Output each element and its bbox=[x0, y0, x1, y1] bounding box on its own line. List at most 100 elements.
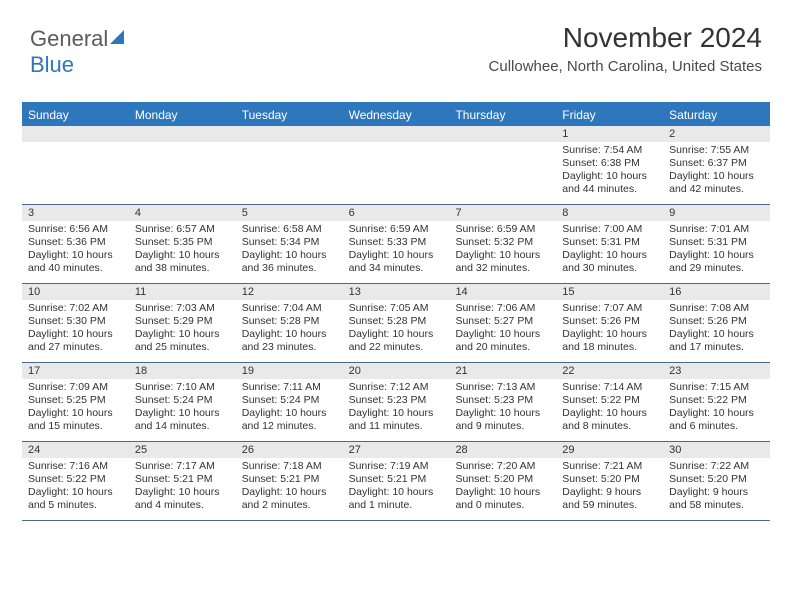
sunrise-text: Sunrise: 6:59 AM bbox=[455, 223, 550, 236]
day-number bbox=[129, 126, 236, 142]
day-number: 28 bbox=[449, 442, 556, 458]
daylight-text: Daylight: 10 hours and 42 minutes. bbox=[669, 170, 764, 196]
sunrise-text: Sunrise: 7:13 AM bbox=[455, 381, 550, 394]
sunset-text: Sunset: 5:27 PM bbox=[455, 315, 550, 328]
daylight-text: Daylight: 10 hours and 44 minutes. bbox=[562, 170, 657, 196]
day-cell: Sunrise: 7:03 AMSunset: 5:29 PMDaylight:… bbox=[129, 300, 236, 362]
day-number: 27 bbox=[343, 442, 450, 458]
month-title: November 2024 bbox=[489, 22, 762, 54]
sunrise-text: Sunrise: 7:54 AM bbox=[562, 144, 657, 157]
day-cell: Sunrise: 7:20 AMSunset: 5:20 PMDaylight:… bbox=[449, 458, 556, 520]
sunrise-text: Sunrise: 7:55 AM bbox=[669, 144, 764, 157]
day-number: 25 bbox=[129, 442, 236, 458]
sunset-text: Sunset: 5:21 PM bbox=[349, 473, 444, 486]
sunrise-text: Sunrise: 6:56 AM bbox=[28, 223, 123, 236]
page-title-block: November 2024 Cullowhee, North Carolina,… bbox=[489, 22, 762, 75]
day-number: 18 bbox=[129, 363, 236, 379]
sunset-text: Sunset: 5:20 PM bbox=[455, 473, 550, 486]
daylight-text: Daylight: 10 hours and 18 minutes. bbox=[562, 328, 657, 354]
sunset-text: Sunset: 5:24 PM bbox=[242, 394, 337, 407]
sunset-text: Sunset: 5:26 PM bbox=[562, 315, 657, 328]
day-cell: Sunrise: 7:55 AMSunset: 6:37 PMDaylight:… bbox=[663, 142, 770, 204]
daylight-text: Daylight: 10 hours and 22 minutes. bbox=[349, 328, 444, 354]
day-cell: Sunrise: 7:13 AMSunset: 5:23 PMDaylight:… bbox=[449, 379, 556, 441]
day-number: 9 bbox=[663, 205, 770, 221]
day-cell: Sunrise: 7:05 AMSunset: 5:28 PMDaylight:… bbox=[343, 300, 450, 362]
day-number: 23 bbox=[663, 363, 770, 379]
day-number-row: 12 bbox=[22, 126, 770, 142]
weekday-header: Monday bbox=[129, 104, 236, 126]
sunrise-text: Sunrise: 7:06 AM bbox=[455, 302, 550, 315]
day-number: 19 bbox=[236, 363, 343, 379]
daylight-text: Daylight: 10 hours and 23 minutes. bbox=[242, 328, 337, 354]
daylight-text: Daylight: 10 hours and 12 minutes. bbox=[242, 407, 337, 433]
daylight-text: Daylight: 10 hours and 14 minutes. bbox=[135, 407, 230, 433]
logo-text-2: Blue bbox=[30, 52, 74, 77]
sunrise-text: Sunrise: 7:10 AM bbox=[135, 381, 230, 394]
weekday-header: Friday bbox=[556, 104, 663, 126]
day-number: 20 bbox=[343, 363, 450, 379]
daylight-text: Daylight: 10 hours and 9 minutes. bbox=[455, 407, 550, 433]
day-number: 17 bbox=[22, 363, 129, 379]
daylight-text: Daylight: 10 hours and 17 minutes. bbox=[669, 328, 764, 354]
sunrise-text: Sunrise: 6:57 AM bbox=[135, 223, 230, 236]
day-number: 1 bbox=[556, 126, 663, 142]
day-cell: Sunrise: 7:04 AMSunset: 5:28 PMDaylight:… bbox=[236, 300, 343, 362]
sunrise-text: Sunrise: 7:12 AM bbox=[349, 381, 444, 394]
sunset-text: Sunset: 5:32 PM bbox=[455, 236, 550, 249]
day-cell: Sunrise: 7:00 AMSunset: 5:31 PMDaylight:… bbox=[556, 221, 663, 283]
daylight-text: Daylight: 10 hours and 4 minutes. bbox=[135, 486, 230, 512]
sunset-text: Sunset: 5:22 PM bbox=[28, 473, 123, 486]
day-cell: Sunrise: 7:15 AMSunset: 5:22 PMDaylight:… bbox=[663, 379, 770, 441]
sunset-text: Sunset: 5:24 PM bbox=[135, 394, 230, 407]
day-number-row: 17181920212223 bbox=[22, 363, 770, 379]
day-number-row: 24252627282930 bbox=[22, 442, 770, 458]
sunrise-text: Sunrise: 7:08 AM bbox=[669, 302, 764, 315]
day-cell bbox=[449, 142, 556, 204]
day-number: 10 bbox=[22, 284, 129, 300]
day-cell: Sunrise: 7:21 AMSunset: 5:20 PMDaylight:… bbox=[556, 458, 663, 520]
sunrise-text: Sunrise: 6:59 AM bbox=[349, 223, 444, 236]
day-number: 22 bbox=[556, 363, 663, 379]
day-cell: Sunrise: 7:16 AMSunset: 5:22 PMDaylight:… bbox=[22, 458, 129, 520]
day-number: 26 bbox=[236, 442, 343, 458]
day-number bbox=[22, 126, 129, 142]
daylight-text: Daylight: 10 hours and 5 minutes. bbox=[28, 486, 123, 512]
weekday-header: Thursday bbox=[449, 104, 556, 126]
sunrise-text: Sunrise: 7:20 AM bbox=[455, 460, 550, 473]
day-cell: Sunrise: 7:02 AMSunset: 5:30 PMDaylight:… bbox=[22, 300, 129, 362]
sunrise-text: Sunrise: 7:01 AM bbox=[669, 223, 764, 236]
weekday-header: Saturday bbox=[663, 104, 770, 126]
day-number-row: 3456789 bbox=[22, 205, 770, 221]
daylight-text: Daylight: 10 hours and 32 minutes. bbox=[455, 249, 550, 275]
daylight-text: Daylight: 10 hours and 6 minutes. bbox=[669, 407, 764, 433]
daylight-text: Daylight: 10 hours and 15 minutes. bbox=[28, 407, 123, 433]
logo-triangle-icon bbox=[110, 30, 124, 44]
sunrise-text: Sunrise: 7:18 AM bbox=[242, 460, 337, 473]
sunset-text: Sunset: 5:33 PM bbox=[349, 236, 444, 249]
location-subtitle: Cullowhee, North Carolina, United States bbox=[489, 58, 762, 75]
day-number: 12 bbox=[236, 284, 343, 300]
daylight-text: Daylight: 10 hours and 27 minutes. bbox=[28, 328, 123, 354]
sunset-text: Sunset: 5:28 PM bbox=[349, 315, 444, 328]
day-cell: Sunrise: 7:22 AMSunset: 5:20 PMDaylight:… bbox=[663, 458, 770, 520]
sunrise-text: Sunrise: 7:05 AM bbox=[349, 302, 444, 315]
day-number: 15 bbox=[556, 284, 663, 300]
day-cell: Sunrise: 7:18 AMSunset: 5:21 PMDaylight:… bbox=[236, 458, 343, 520]
day-number bbox=[343, 126, 450, 142]
day-cell: Sunrise: 6:59 AMSunset: 5:33 PMDaylight:… bbox=[343, 221, 450, 283]
day-cell: Sunrise: 7:17 AMSunset: 5:21 PMDaylight:… bbox=[129, 458, 236, 520]
sunrise-text: Sunrise: 7:04 AM bbox=[242, 302, 337, 315]
sunset-text: Sunset: 6:37 PM bbox=[669, 157, 764, 170]
weekday-header: Tuesday bbox=[236, 104, 343, 126]
day-cell: Sunrise: 7:10 AMSunset: 5:24 PMDaylight:… bbox=[129, 379, 236, 441]
daylight-text: Daylight: 9 hours and 59 minutes. bbox=[562, 486, 657, 512]
sunrise-text: Sunrise: 7:11 AM bbox=[242, 381, 337, 394]
day-number: 6 bbox=[343, 205, 450, 221]
day-number: 13 bbox=[343, 284, 450, 300]
sunrise-text: Sunrise: 7:07 AM bbox=[562, 302, 657, 315]
sunset-text: Sunset: 5:22 PM bbox=[669, 394, 764, 407]
day-cell: Sunrise: 6:57 AMSunset: 5:35 PMDaylight:… bbox=[129, 221, 236, 283]
sunset-text: Sunset: 5:35 PM bbox=[135, 236, 230, 249]
daylight-text: Daylight: 10 hours and 25 minutes. bbox=[135, 328, 230, 354]
